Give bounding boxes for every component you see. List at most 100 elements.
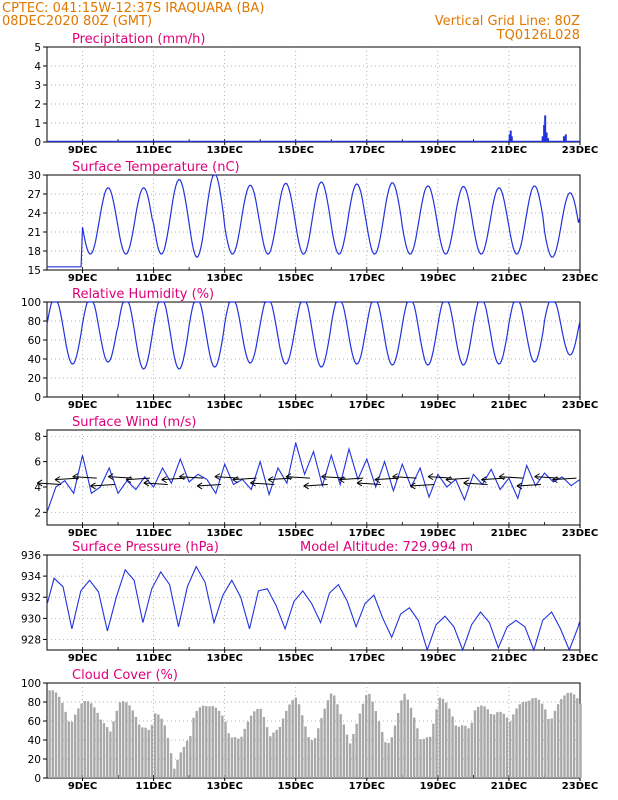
cloud-bar bbox=[444, 702, 448, 778]
precip-bar bbox=[509, 130, 512, 142]
cloud-bar bbox=[58, 696, 61, 778]
cloud-bar bbox=[393, 725, 397, 778]
x-tick-label: 11DEC bbox=[135, 653, 171, 664]
temperature-line bbox=[47, 174, 581, 268]
cloud-bar bbox=[492, 714, 496, 778]
x-tick-label: 15DEC bbox=[278, 781, 314, 792]
cloud-bar bbox=[467, 728, 470, 778]
x-tick-label: 11DEC bbox=[135, 781, 171, 792]
wind-arrow bbox=[392, 476, 417, 479]
wind-arrow-head bbox=[516, 482, 523, 490]
cloud-bar bbox=[166, 737, 170, 778]
panel-annotation: Model Altitude: 729.994 m bbox=[300, 540, 473, 555]
cloud-bar bbox=[179, 752, 182, 778]
cloud-bar bbox=[540, 703, 544, 778]
cloud-bar bbox=[403, 693, 406, 778]
x-tick-label: 17DEC bbox=[349, 781, 385, 792]
y-tick-label: 0 bbox=[34, 137, 41, 149]
cloud-bar bbox=[528, 700, 531, 778]
precip-bar bbox=[544, 115, 547, 142]
cloud-bar bbox=[86, 701, 90, 778]
y-tick-label: 928 bbox=[21, 634, 41, 646]
cloud-bar bbox=[147, 729, 150, 778]
y-tick-label: 20 bbox=[28, 373, 41, 385]
cloud-bar bbox=[454, 725, 457, 778]
y-tick-label: 0 bbox=[34, 773, 41, 785]
panel-frame bbox=[46, 174, 581, 271]
x-tick-label: 19DEC bbox=[420, 781, 456, 792]
cloud-bar bbox=[221, 715, 224, 778]
cloud-bar bbox=[281, 718, 285, 778]
y-tick-label: 932 bbox=[21, 592, 41, 604]
cloud-bar bbox=[556, 704, 560, 778]
cloud-bar bbox=[326, 700, 330, 778]
x-tick-label: 9DEC bbox=[68, 400, 97, 411]
precip-bar bbox=[547, 138, 550, 142]
panel-3: 0 20 40 60 80 100 9DEC 11DEC 13DEC 15DEC 17DEC 19DE… bbox=[21, 287, 598, 411]
y-tick-label: 40 bbox=[28, 735, 41, 747]
cloud-bar bbox=[54, 692, 58, 778]
cloud-bar bbox=[131, 710, 134, 778]
precip-bar bbox=[510, 136, 513, 142]
x-tick-label: 11DEC bbox=[135, 145, 171, 156]
panel-title: Cloud Cover (%) bbox=[72, 668, 178, 683]
cloud-bar bbox=[109, 731, 112, 778]
cloud-bar bbox=[182, 746, 186, 778]
cloud-bar bbox=[74, 714, 77, 778]
wind-arrow bbox=[356, 482, 382, 485]
x-tick-label: 9DEC bbox=[68, 273, 97, 284]
cloud-bar bbox=[173, 768, 176, 778]
x-tick-label: 13DEC bbox=[206, 145, 242, 156]
y-tick-label: 21 bbox=[28, 227, 41, 239]
x-tick-label: 13DEC bbox=[206, 781, 242, 792]
cloud-bar bbox=[547, 718, 550, 778]
cloud-bar bbox=[553, 710, 557, 778]
cloud-bar bbox=[105, 727, 109, 778]
cloud-bar bbox=[435, 709, 438, 778]
x-tick-label: 23DEC bbox=[562, 145, 598, 156]
cloud-bar bbox=[192, 717, 195, 778]
cloud-bar bbox=[345, 734, 349, 778]
cloud-bar bbox=[521, 701, 525, 778]
y-tick-label: 100 bbox=[21, 297, 41, 309]
panel-frame bbox=[46, 554, 581, 651]
cloud-bar bbox=[61, 702, 64, 778]
wind-arrow-head bbox=[321, 473, 327, 481]
cloud-bar bbox=[486, 709, 489, 778]
cloud-bar bbox=[269, 736, 272, 778]
cloud-bar bbox=[80, 703, 83, 778]
cloud-bar bbox=[412, 717, 416, 778]
wind-arrow-head bbox=[214, 473, 221, 481]
x-tick-label: 23DEC bbox=[562, 781, 598, 792]
cloud-bar bbox=[515, 708, 518, 778]
wind-arrow-head bbox=[90, 482, 96, 490]
cloud-bar bbox=[259, 708, 262, 778]
wind-arrow-head bbox=[392, 473, 398, 481]
wind-arrow bbox=[552, 477, 577, 481]
cloud-bar bbox=[224, 721, 227, 778]
cloud-bar bbox=[381, 731, 384, 778]
y-tick-label: 930 bbox=[21, 613, 41, 625]
cloud-bar bbox=[416, 728, 419, 778]
precip-bar bbox=[508, 134, 511, 142]
cloud-bar bbox=[70, 721, 74, 778]
cloud-bar bbox=[422, 738, 425, 778]
header-grid-note: Vertical Grid Line: 80Z bbox=[435, 14, 580, 29]
cloud-bar bbox=[464, 725, 467, 778]
cloud-bar bbox=[329, 693, 333, 778]
cloud-bar bbox=[141, 727, 144, 778]
cloud-bar bbox=[265, 727, 269, 778]
cloud-bar bbox=[409, 707, 413, 778]
panel-frame bbox=[46, 46, 581, 143]
cloud-bar bbox=[336, 704, 339, 778]
cloud-bar bbox=[51, 690, 55, 778]
cloud-bar bbox=[230, 737, 234, 778]
y-tick-label: 2 bbox=[34, 507, 41, 519]
cloud-bar bbox=[310, 740, 314, 778]
wind-arrow bbox=[303, 483, 328, 487]
precip-bar bbox=[543, 124, 546, 142]
cloud-bar bbox=[460, 725, 464, 778]
cloud-bar bbox=[531, 698, 534, 778]
panel-title: Surface Temperature (nC) bbox=[72, 160, 240, 175]
